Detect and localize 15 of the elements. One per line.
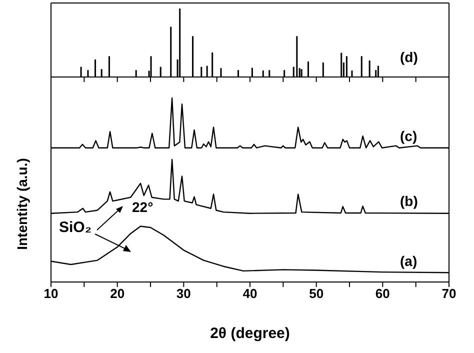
annotation: 22° [132,199,154,216]
series-label: (a) [400,252,418,269]
annotation: SiO₂ [59,219,92,236]
x-tick-label: 10 [44,286,58,302]
x-axis-title: 2θ (degree) [210,325,290,342]
series-label: (b) [400,193,418,210]
x-tick-label: 30 [176,286,191,302]
x-tick-label: 60 [375,286,390,302]
x-tick-label: 20 [110,286,125,302]
series-label: (d) [400,48,418,64]
y-axis-title: Intentity (a.u.) [14,158,30,250]
x-tick-label: 40 [242,286,258,302]
series-label: (c) [400,128,418,144]
x-tick-label: 50 [309,286,324,302]
x-tick-label: 70 [442,286,456,302]
